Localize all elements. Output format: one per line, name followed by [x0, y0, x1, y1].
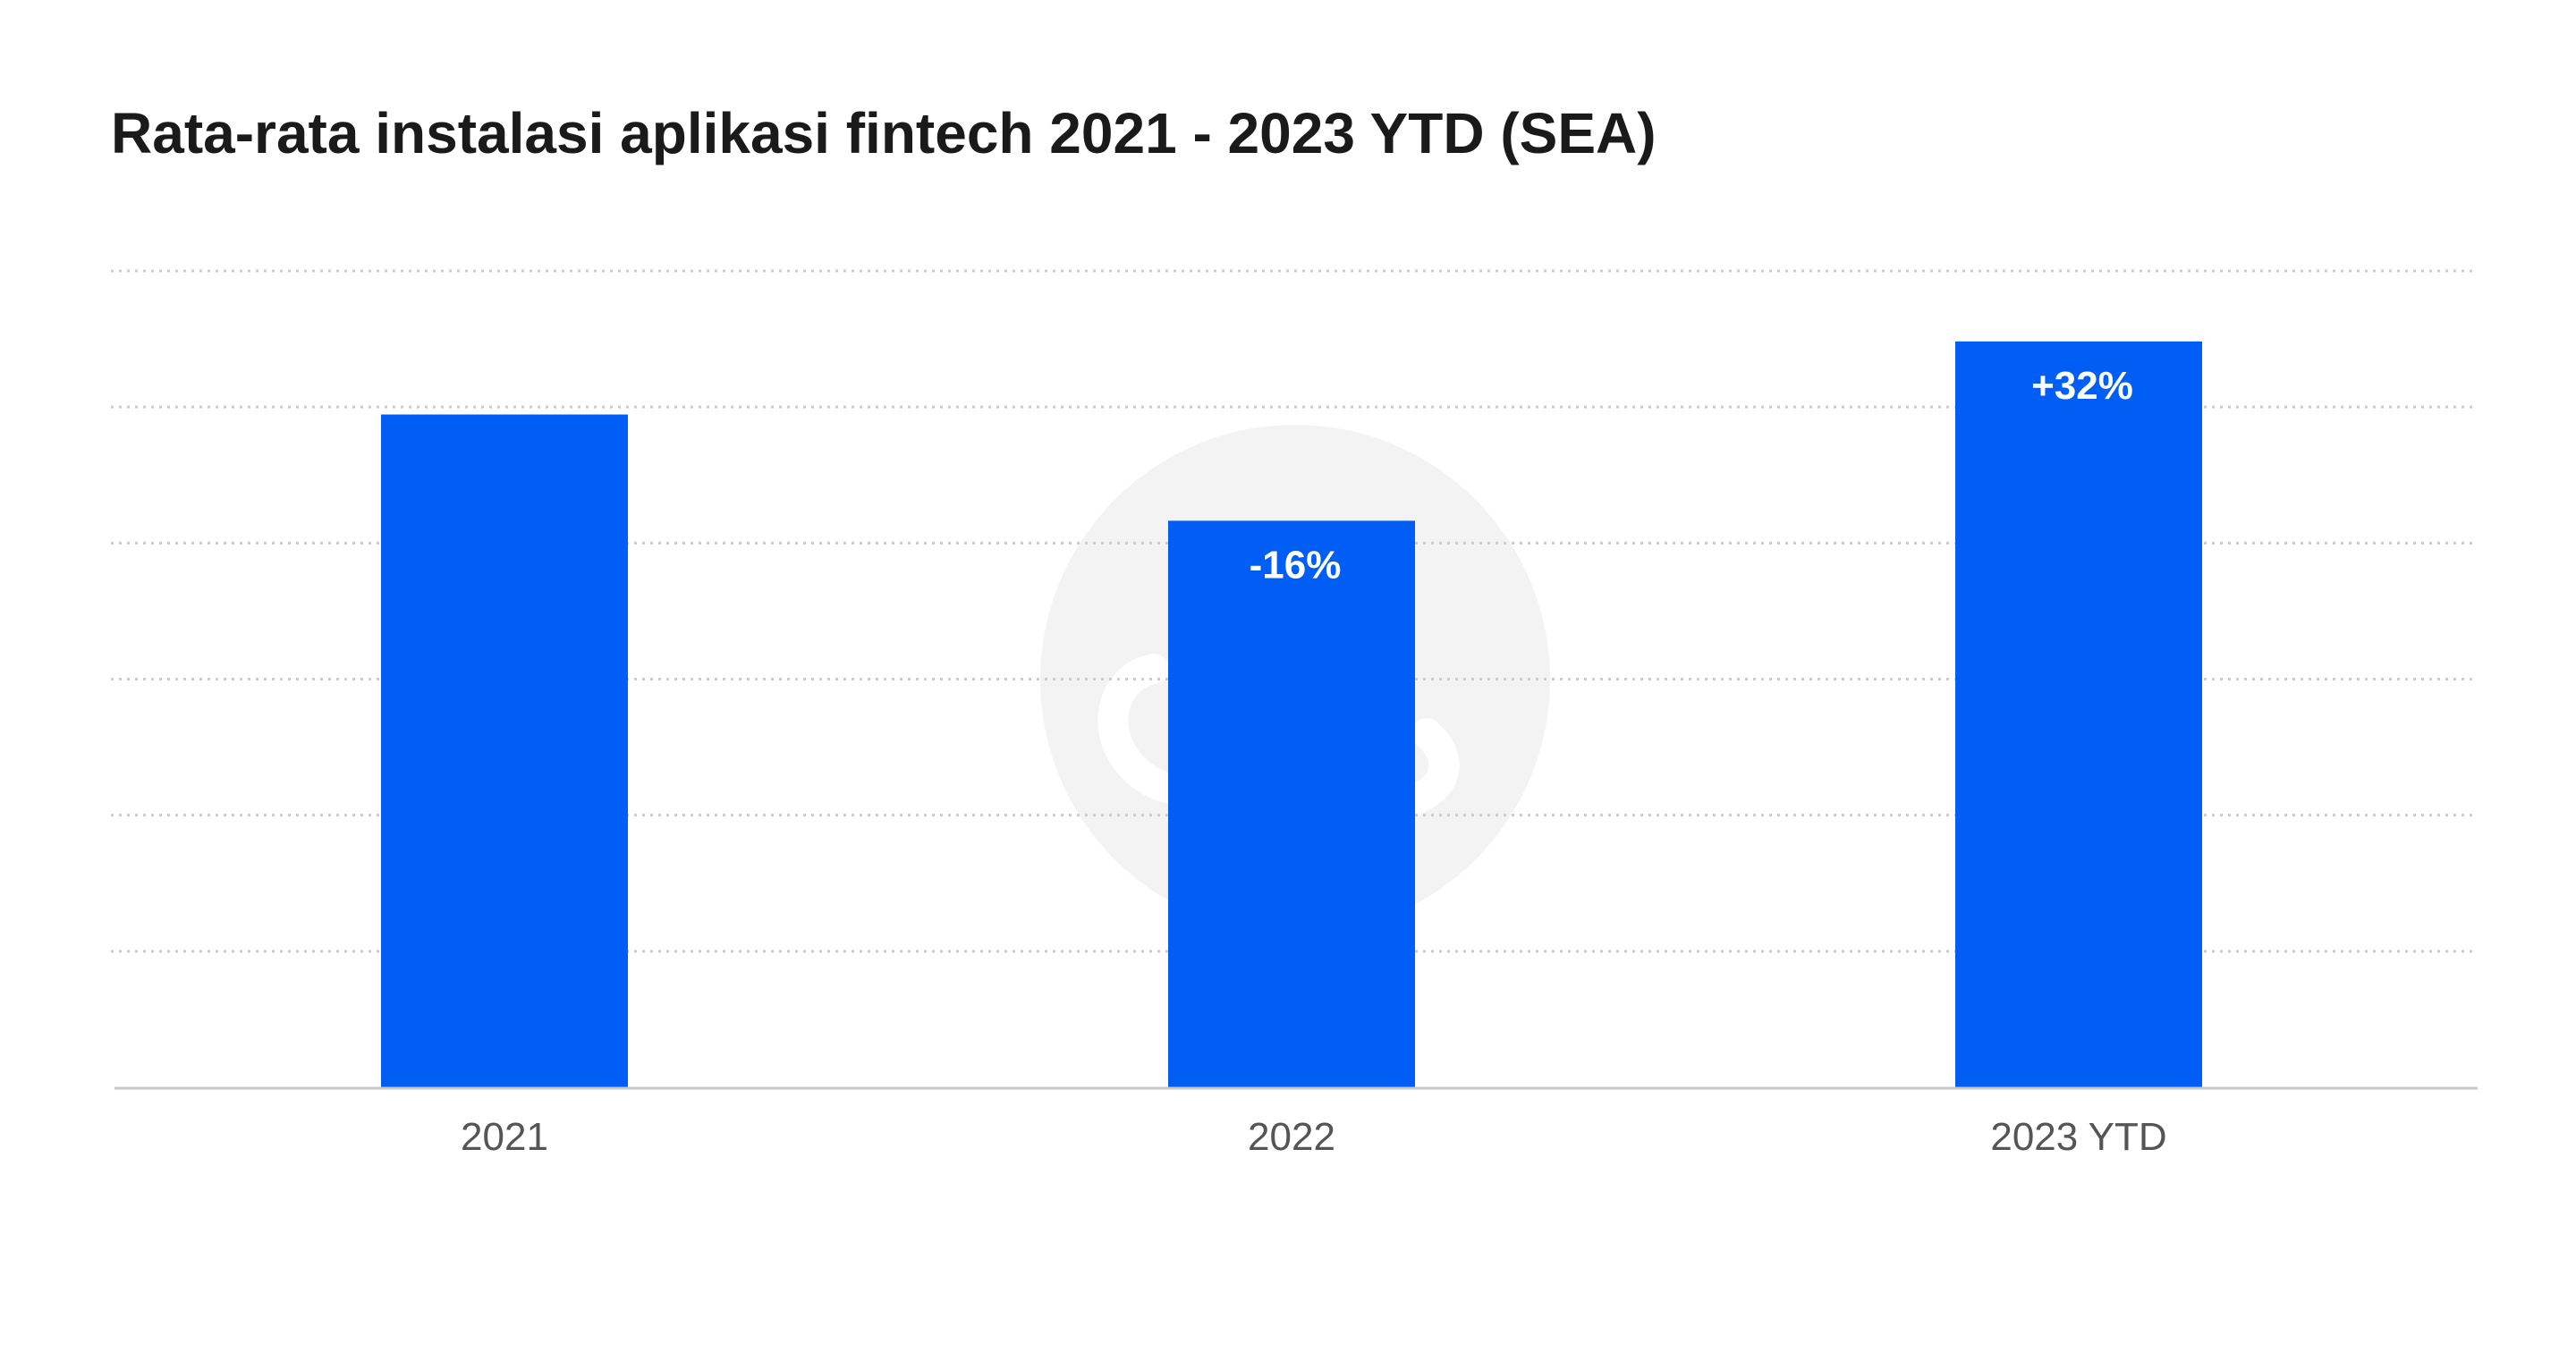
- chart-title: Rata-rata instalasi aplikasi fintech 202…: [111, 101, 1657, 165]
- x-tick-label: 2021: [461, 1115, 548, 1159]
- bars: [381, 341, 2202, 1087]
- bar-2021: [381, 414, 628, 1087]
- data-label: -16%: [1250, 543, 1342, 587]
- x-tick-labels: 2021 2022 2023 YTD: [461, 1115, 2167, 1159]
- data-labels: -16% +32%: [1250, 364, 2133, 587]
- x-tick-label: 2022: [1248, 1115, 1335, 1159]
- bar-2022: [1168, 520, 1415, 1087]
- bar-2023-ytd: [1955, 341, 2202, 1087]
- x-tick-label: 2023 YTD: [1990, 1115, 2166, 1159]
- data-label: +32%: [2031, 364, 2133, 408]
